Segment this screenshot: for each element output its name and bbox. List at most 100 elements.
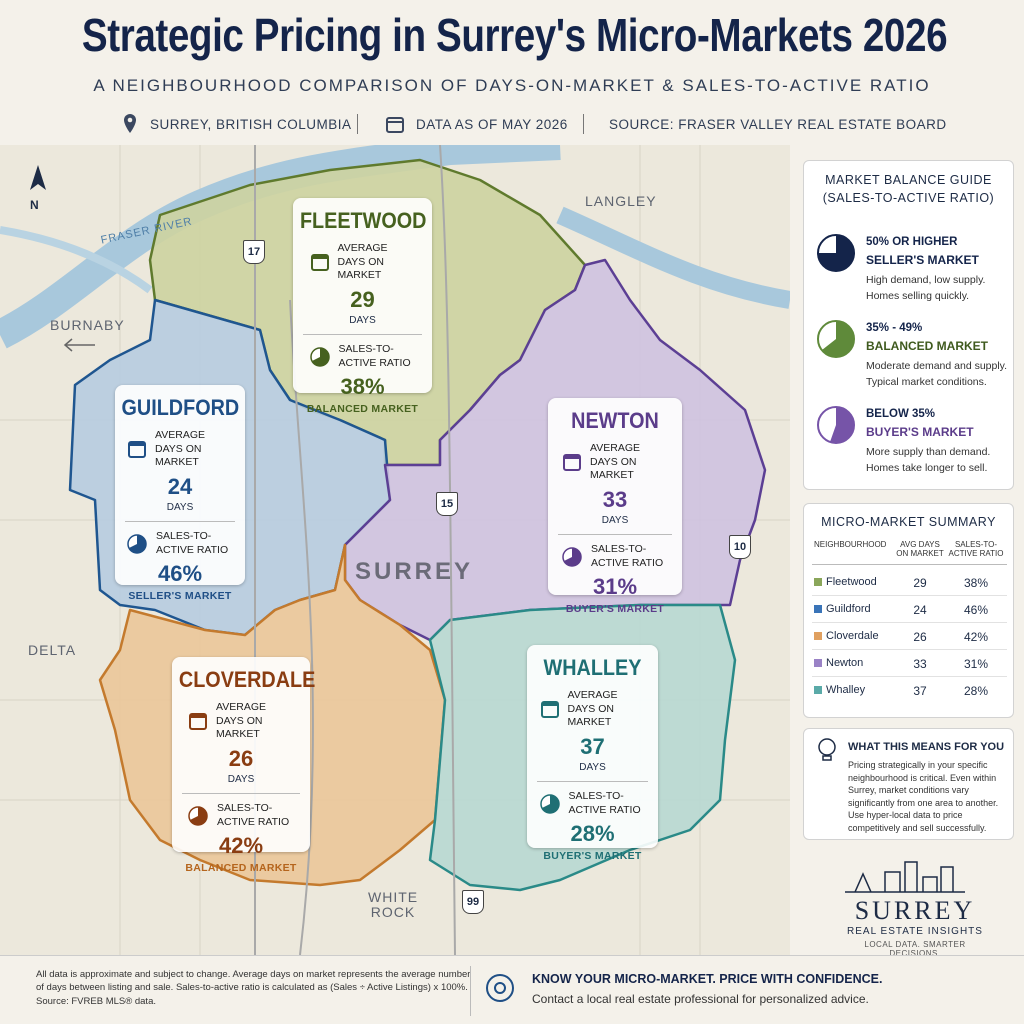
- calendar-icon: [189, 713, 207, 731]
- brand-line: REAL ESTATE INSIGHTS: [847, 926, 983, 937]
- guide-panel: MARKET BALANCE GUIDE (SALES-TO-ACTIVE RA…: [803, 160, 1014, 490]
- guide-range: 35% - 49%: [866, 322, 923, 334]
- calendar-icon: [310, 254, 329, 272]
- row-divider: [812, 622, 1007, 623]
- subtitle: A NEIGHBOURHOOD COMPARISON OF DAYS-ON-MA…: [93, 76, 931, 95]
- ratio-value: 46%: [157, 561, 203, 587]
- days-unit: DAYS: [166, 501, 194, 513]
- date: DATA AS OF MAY 2026: [416, 117, 568, 132]
- table-cell: 29: [913, 576, 927, 590]
- pie-icon: [127, 533, 147, 554]
- insight-text: Pricing strategically in your specific n…: [848, 760, 999, 833]
- days-label: AVERAGE DAYS ON MARKET: [337, 242, 388, 282]
- guide-desc: Moderate demand and supply. Typical mark…: [866, 360, 1008, 388]
- days-unit: DAYS: [227, 773, 255, 785]
- divider: [558, 533, 672, 535]
- guide-label: BALANCED MARKET: [866, 339, 988, 353]
- table-cell: 26: [913, 630, 927, 644]
- market-status: BUYER'S MARKET: [543, 850, 642, 863]
- days-label: AVERAGE DAYS ON MARKET: [216, 701, 266, 741]
- row-divider: [812, 676, 1007, 677]
- guide-desc: More supply than demand. Homes take long…: [866, 446, 991, 474]
- pie-slice: [311, 347, 329, 366]
- map-label: LANGLEY: [585, 193, 657, 209]
- calendar-top: [190, 714, 206, 719]
- pie-slice: [129, 534, 147, 553]
- table-cell: Cloverdale: [826, 630, 879, 642]
- separator: [470, 966, 471, 1016]
- days-row: AVERAGE DAYS ON MARKET: [527, 689, 658, 730]
- table-cell: 42%: [963, 630, 989, 644]
- ratio-value: 28%: [570, 821, 615, 847]
- days-label: AVERAGE DAYS ON MARKET: [155, 429, 205, 469]
- neighbourhood-name: WHALLEY: [543, 655, 642, 680]
- guide-range: 50% OR HIGHER: [866, 236, 958, 248]
- neighbourhood-card: GUILDFORD AVERAGE DAYS ON MARKET 24 DAYS SAL…: [115, 385, 245, 602]
- cta-title: KNOW YOUR MICRO-MARKET. PRICE WITH CONFI…: [532, 972, 883, 986]
- pin-icon: [124, 114, 136, 133]
- neighbourhood-card: CLOVERDALE AVERAGE DAYS ON MARKET 26 DAYS SA…: [172, 657, 316, 874]
- days-label: AVERAGE DAYS ON MARKET: [567, 689, 618, 729]
- guide-pie: [817, 320, 855, 358]
- insight-title: WHAT THIS MEANS FOR YOU: [848, 741, 1005, 753]
- guide-desc: High demand, low supply. Homes selling q…: [866, 274, 986, 302]
- summary-panel: MICRO-MARKET SUMMARY NEIGHBOURHOOD AVG DA…: [803, 503, 1014, 718]
- neighbourhood-name: CLOVERDALE: [178, 667, 316, 692]
- neighbourhood-card: FLEETWOOD AVERAGE DAYS ON MARKET 29 DAYS SAL…: [293, 198, 432, 415]
- table-header: AVG DAYS ON MARKET: [896, 540, 944, 558]
- table-header: NEIGHBOURHOOD: [814, 540, 887, 549]
- brand-name: SURREY: [854, 896, 976, 925]
- highway-shield: 17: [243, 240, 265, 264]
- table-cell: 33: [913, 657, 927, 671]
- calendar-icon: [563, 454, 581, 472]
- guide-label: SELLER'S MARKET: [866, 253, 979, 267]
- days-value: 37: [580, 733, 605, 759]
- table-header: SALES-TO-ACTIVE RATIO: [948, 540, 1004, 558]
- calendar-top: [541, 702, 558, 707]
- divider: [125, 520, 235, 522]
- separator: [357, 114, 358, 134]
- calendar-top: [311, 255, 328, 260]
- guide-subtitle: (SALES-TO-ACTIVE RATIO): [822, 191, 995, 205]
- calendar-top: [564, 455, 580, 460]
- ratio-row: SALES-TO-ACTIVE RATIO: [115, 530, 245, 557]
- ratio-label: SALES-TO-ACTIVE RATIO: [156, 529, 229, 556]
- table-cell: 38%: [963, 576, 989, 590]
- ratio-label: SALES-TO-ACTIVE RATIO: [338, 342, 411, 369]
- location: SURREY, BRITISH COLUMBIA: [150, 117, 352, 132]
- table-cell: Newton: [826, 657, 864, 669]
- row-swatch: [814, 686, 822, 694]
- ratio-row: SALES-TO-ACTIVE RATIO: [172, 802, 310, 829]
- highway-shield: 99: [462, 890, 484, 914]
- guide-label: BUYER'S MARKET: [866, 425, 974, 439]
- pie-slice: [190, 806, 208, 825]
- ratio-value: 38%: [340, 374, 385, 400]
- calendar-icon: [386, 117, 404, 133]
- divider: [303, 333, 422, 335]
- neighbourhood-name: NEWTON: [571, 408, 659, 433]
- cta-text: Contact a local real estate professional…: [532, 992, 869, 1006]
- pie-icon: [539, 793, 560, 814]
- table-cell: 28%: [963, 684, 989, 698]
- highway-shield: 15: [436, 492, 458, 516]
- row-divider: [812, 649, 1007, 650]
- days-label: AVERAGE DAYS ON MARKET: [590, 442, 640, 482]
- pie-icon: [562, 546, 582, 567]
- days-unit: DAYS: [601, 514, 629, 526]
- days-value: 33: [602, 486, 628, 512]
- source: SOURCE: FRASER VALLEY REAL ESTATE BOARD: [609, 117, 947, 132]
- table-cell: Guildford: [826, 603, 871, 615]
- neighbourhood-card: WHALLEY AVERAGE DAYS ON MARKET 37 DAYS SALES…: [527, 645, 658, 862]
- divider: [182, 792, 300, 794]
- footer: All data is approximate and subject to c…: [0, 955, 1024, 1024]
- calendar-icon: [540, 701, 559, 719]
- pie-slice: [818, 235, 854, 271]
- market-status: BALANCED MARKET: [185, 862, 297, 875]
- guide-pie: [817, 234, 855, 272]
- table-cell: 24: [913, 603, 927, 617]
- ratio-row: SALES-TO-ACTIVE RATIO: [548, 543, 682, 570]
- ratio-row: SALES-TO-ACTIVE RATIO: [527, 790, 658, 817]
- neighbourhood-card: NEWTON AVERAGE DAYS ON MARKET 33 DAYS SALES-…: [548, 398, 682, 615]
- ratio-label: SALES-TO-ACTIVE RATIO: [568, 789, 641, 816]
- map-label: SURREY: [355, 558, 474, 585]
